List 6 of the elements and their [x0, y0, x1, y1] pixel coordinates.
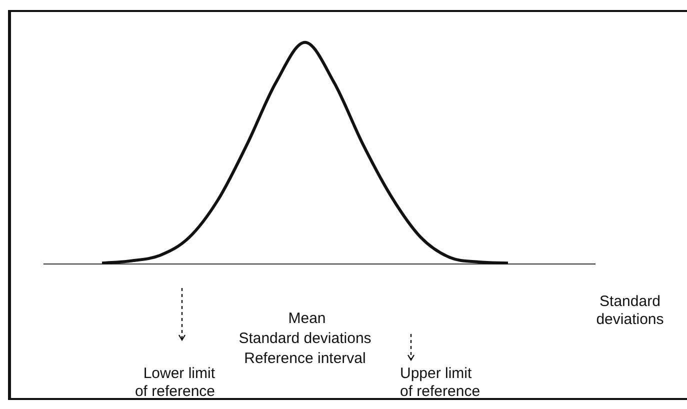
x-axis-title: Standard deviations [595, 293, 665, 329]
text: Standard deviations [238, 330, 372, 348]
text: Upper limit of reference [400, 365, 482, 401]
text: Lower limit of reference [134, 365, 215, 401]
text: Mean [287, 310, 327, 328]
text: Reference interval [244, 350, 366, 367]
